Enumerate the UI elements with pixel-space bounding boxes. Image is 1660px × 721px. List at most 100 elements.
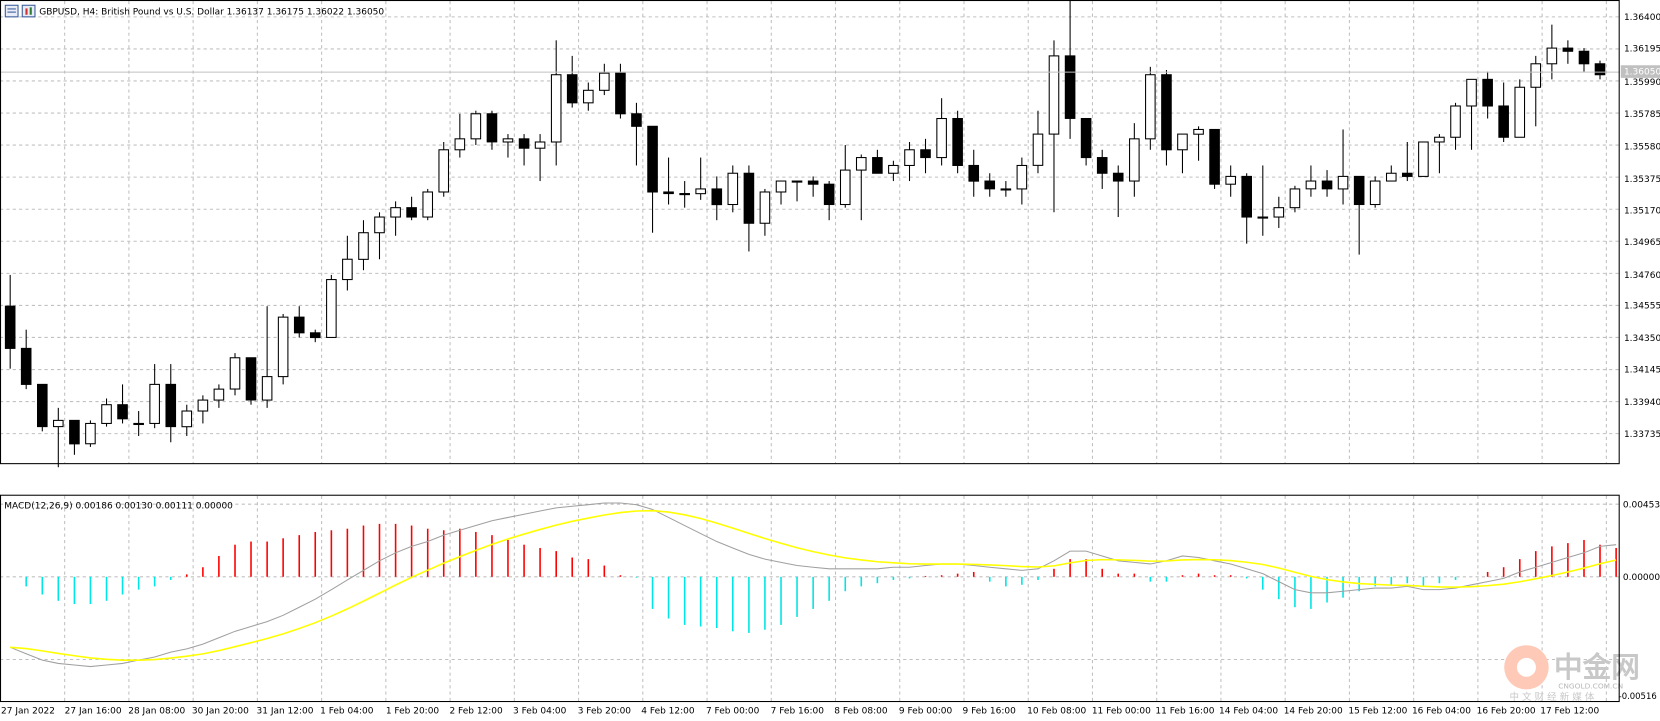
candle-body-bear	[711, 188, 723, 206]
macd-axis-zero: 0.00000	[1623, 573, 1660, 583]
candle-body-bull	[101, 404, 112, 424]
candle	[1353, 175, 1365, 255]
candle	[615, 63, 626, 119]
candle-body-bull	[326, 279, 337, 338]
candle	[326, 274, 337, 338]
candle	[566, 55, 578, 108]
candle-body-bull	[1048, 55, 1060, 135]
chart-type-icon[interactable]	[21, 4, 36, 18]
candle	[117, 384, 128, 424]
candle	[1048, 40, 1060, 213]
time-label: 14 Feb 04:00	[1219, 707, 1278, 717]
candle	[1337, 129, 1349, 205]
candle	[1080, 117, 1092, 166]
candle	[261, 306, 273, 408]
candle	[1482, 71, 1493, 119]
candle	[711, 176, 723, 221]
candle-body-bull	[888, 164, 899, 174]
candle-body-bull	[1129, 138, 1140, 182]
price-label-14: 1.33735	[1624, 430, 1660, 440]
candle	[695, 157, 706, 200]
candle-body-bull	[599, 72, 610, 91]
price-label-1: 1.36400	[1624, 13, 1660, 23]
candle	[1578, 48, 1590, 72]
time-label: 28 Jan 08:00	[128, 707, 185, 717]
candle-body-bear	[1321, 180, 1333, 190]
candle-body-bull	[197, 399, 209, 412]
time-label: 31 Jan 12:00	[257, 707, 314, 717]
candle-body-bear	[1241, 175, 1252, 218]
window-menu-icon[interactable]	[4, 4, 19, 18]
time-label: 16 Feb 20:00	[1477, 707, 1536, 717]
candle	[1096, 149, 1108, 189]
candle	[277, 313, 289, 385]
candle	[470, 110, 482, 146]
time-label: 30 Jan 20:00	[192, 707, 249, 717]
candle	[197, 395, 209, 424]
candle-body-bear	[20, 347, 32, 385]
price-label-9: 1.34760	[1624, 271, 1660, 281]
candle	[229, 353, 241, 396]
candle-body-bull	[1514, 86, 1526, 138]
candle-body-bear	[1096, 157, 1108, 174]
candle	[1161, 69, 1172, 166]
symbol-title: GBPUSD, H4: British Pound vs U.S. Dollar…	[39, 8, 384, 18]
price-label-6: 1.35375	[1624, 175, 1660, 185]
candle	[213, 384, 225, 408]
candle	[550, 40, 562, 166]
candle-body-bear	[1578, 50, 1590, 65]
candle-body-bull	[727, 172, 739, 206]
time-label: 10 Feb 08:00	[1027, 707, 1086, 717]
candle-body-bull	[149, 383, 160, 424]
price-label-12: 1.34145	[1624, 366, 1660, 376]
candle	[727, 165, 739, 213]
candle	[518, 134, 530, 166]
candle	[1321, 170, 1333, 197]
macd-label: MACD(12,26,9) 0.00186 0.00130 0.00111 0.…	[4, 501, 233, 511]
time-label: 27 Jan 2022	[1, 707, 55, 717]
candle-body-bear	[4, 305, 16, 349]
candle-body-bull	[936, 117, 947, 159]
candle-body-bear	[566, 74, 578, 104]
candle-body-bull	[1305, 180, 1317, 190]
candle	[293, 306, 305, 338]
cngold-watermark: 中金网 CNGOLD.COM.CN 中 文 财 经 新 媒 体	[1504, 645, 1640, 703]
candle-body-bear	[1401, 172, 1413, 177]
candle-body-bear	[518, 138, 530, 149]
candle-body-bull	[502, 138, 514, 143]
time-label: 9 Feb 16:00	[963, 707, 1017, 717]
candle	[759, 188, 771, 236]
candle	[390, 201, 401, 236]
candle	[663, 157, 674, 205]
candle	[888, 160, 899, 182]
candle	[1273, 196, 1285, 228]
candle-body-bear	[165, 383, 177, 428]
candle	[4, 274, 16, 369]
indicator-border	[0, 494, 1620, 703]
time-label: 3 Feb 20:00	[578, 707, 632, 717]
candle-body-bull	[679, 193, 690, 196]
time-label: 1 Feb 04:00	[320, 707, 374, 717]
macd-histogram	[25, 523, 1617, 633]
candle-body-bull	[534, 141, 546, 149]
candle	[133, 411, 144, 436]
candle-body-bull	[85, 422, 96, 445]
candle	[1546, 24, 1558, 80]
candle-body-bear	[36, 383, 48, 428]
price-label-11: 1.34350	[1624, 334, 1660, 344]
candle-body-bull	[855, 157, 867, 171]
candle-body-bull	[213, 388, 225, 401]
price-label-10: 1.34555	[1624, 301, 1660, 311]
candle	[1450, 102, 1461, 150]
candle	[936, 98, 947, 166]
candle-body-bull	[133, 422, 144, 426]
candle	[1145, 66, 1156, 150]
time-label: 15 Feb 12:00	[1348, 707, 1407, 717]
candle-body-bear	[1064, 55, 1076, 119]
candle	[631, 102, 642, 166]
candle-body-bear	[245, 357, 257, 401]
candle	[36, 383, 48, 432]
candle-body-bull	[1225, 175, 1236, 185]
candle	[422, 188, 434, 221]
candle-body-bull	[470, 113, 482, 140]
